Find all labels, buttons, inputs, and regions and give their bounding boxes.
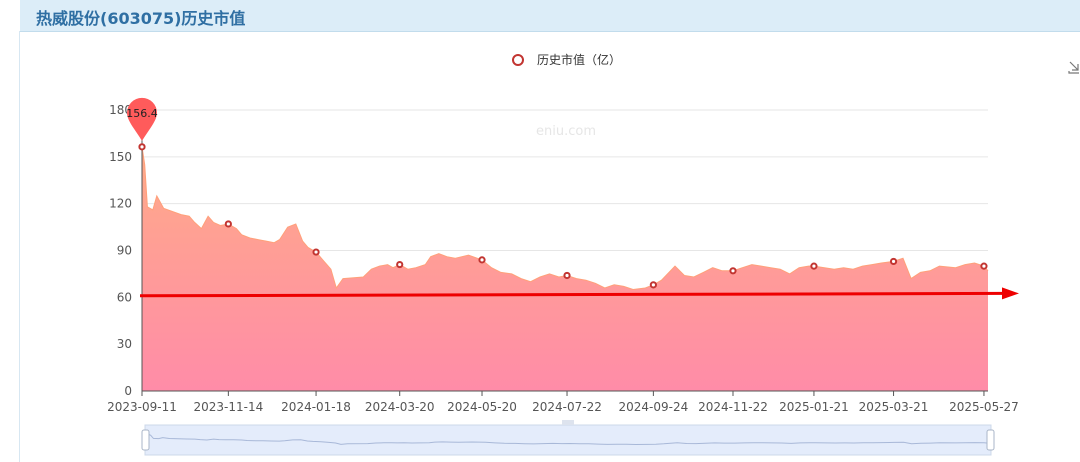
annotation-arrow xyxy=(139,287,1019,300)
y-tick-label: 90 xyxy=(117,244,132,258)
legend-label: 历史市值（亿） xyxy=(537,52,621,67)
data-point-marker xyxy=(478,256,486,264)
zoom-slider[interactable] xyxy=(141,420,995,456)
x-tick-label: 2024-03-20 xyxy=(365,400,435,414)
slider-preview-line xyxy=(147,433,989,446)
download-icon[interactable] xyxy=(1068,54,1080,74)
data-point-marker xyxy=(224,220,232,228)
y-tick-label: 180 xyxy=(109,103,132,117)
slider-track xyxy=(144,424,992,456)
slider-handle-right[interactable] xyxy=(986,429,995,451)
data-point-marker xyxy=(396,260,404,269)
x-tick-label: 2024-07-22 xyxy=(532,400,602,414)
legend-marker-icon xyxy=(512,54,524,66)
slider-handle-left[interactable] xyxy=(141,429,150,451)
slider-move-handle[interactable] xyxy=(562,420,574,425)
chart-header: 热威股份(603075)历史市值 xyxy=(20,0,1080,32)
legend[interactable]: 历史市值（亿） xyxy=(512,52,621,67)
data-point-marker xyxy=(649,281,657,289)
data-markers xyxy=(138,143,988,289)
x-tick-label: 2025-05-27 xyxy=(949,400,1019,414)
data-point-marker xyxy=(889,257,898,266)
y-tick-label: 150 xyxy=(109,150,132,164)
x-tick-label: 2024-01-18 xyxy=(281,400,351,414)
x-tick-label: 2023-11-14 xyxy=(193,400,263,414)
x-tick-label: 2024-05-20 xyxy=(447,400,517,414)
watermark: eniu.com xyxy=(536,124,596,139)
area-line xyxy=(141,146,989,291)
panel-left-border xyxy=(19,31,20,462)
x-tick-label: 2024-11-22 xyxy=(698,400,768,414)
area-series xyxy=(141,146,989,391)
data-point-marker xyxy=(312,248,320,256)
data-point-marker xyxy=(980,262,988,270)
data-point-marker xyxy=(138,143,146,151)
x-axis: 2023-09-11 2023-11-14 2024-01-18 2024-03-20… xyxy=(107,110,1019,414)
x-tick-label: 2023-09-11 xyxy=(107,400,177,414)
y-tick-label: 0 xyxy=(124,384,132,398)
area-fill xyxy=(142,146,988,391)
arrow-head xyxy=(1002,287,1019,300)
data-point-marker xyxy=(563,271,571,280)
chart-header-title: 热威股份(603075)历史市值 xyxy=(36,9,246,28)
max-pin: 156.4 xyxy=(126,97,158,141)
data-point-marker xyxy=(729,267,737,275)
y-tick-label: 30 xyxy=(117,337,132,351)
data-point-marker xyxy=(810,262,818,270)
x-tick-label: 2025-01-21 xyxy=(779,400,849,414)
y-axis: 0 30 60 90 120 150 180 xyxy=(109,103,132,398)
arrow-line xyxy=(139,291,1005,298)
y-tick-label: 60 xyxy=(117,290,132,304)
x-tick-label: 2024-09-24 xyxy=(619,400,689,414)
max-pin-shape xyxy=(127,97,157,141)
x-tick-label: 2025-03-21 xyxy=(859,400,929,414)
max-pin-label: 156.4 xyxy=(126,107,158,120)
y-tick-label: 120 xyxy=(109,197,132,211)
